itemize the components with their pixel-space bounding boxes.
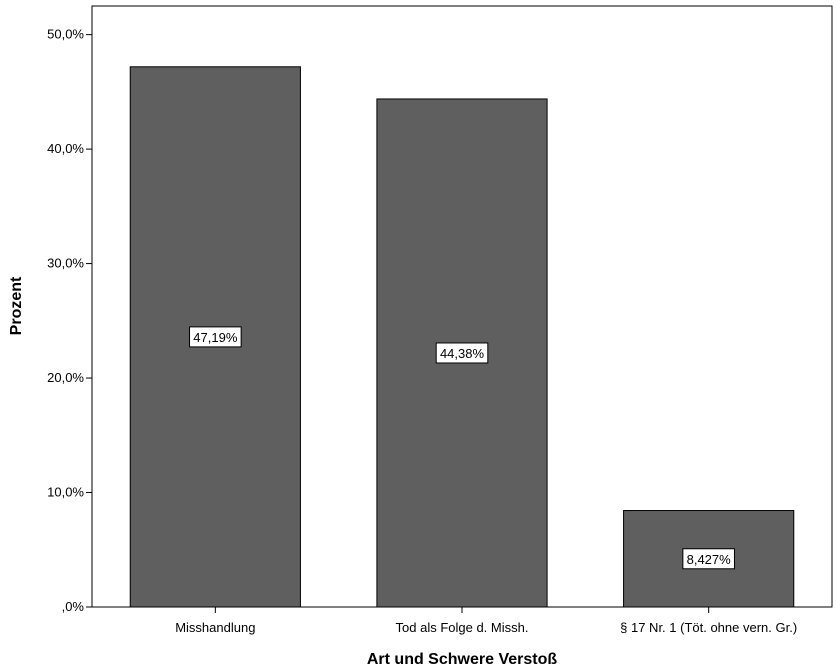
y-tick-label: 30,0%: [47, 256, 84, 271]
y-axis-title: Prozent: [8, 276, 25, 335]
x-category-label: § 17 Nr. 1 (Töt. ohne vern. Gr.): [620, 620, 797, 635]
x-axis-title: Art und Schwere Verstoß: [367, 651, 557, 668]
bar: [129, 66, 301, 608]
data-label: 44,38%: [440, 346, 485, 361]
y-tick-label: 10,0%: [47, 485, 84, 500]
y-tick-label: 20,0%: [47, 370, 84, 385]
x-category-label: Tod als Folge d. Missh.: [396, 620, 529, 635]
data-label-box: [435, 342, 489, 364]
data-label: 47,19%: [193, 330, 238, 345]
bars-group: 47,19% 44,38% 8,427%: [129, 66, 795, 608]
data-label-box: [189, 326, 242, 348]
data-label: 8,427%: [687, 552, 732, 567]
x-axis: Misshandlung Tod als Folge d. Missh. § 17 …: [175, 607, 797, 635]
y-tick-label: ,0%: [62, 599, 85, 614]
y-tick-label: 40,0%: [47, 141, 84, 156]
data-label-box: [682, 548, 735, 570]
y-axis: ,0% 10,0% 20,0% 30,0% 40,0% 50,0%: [47, 27, 92, 614]
x-category-label: Misshandlung: [175, 620, 255, 635]
y-tick-label: 50,0%: [47, 27, 84, 42]
